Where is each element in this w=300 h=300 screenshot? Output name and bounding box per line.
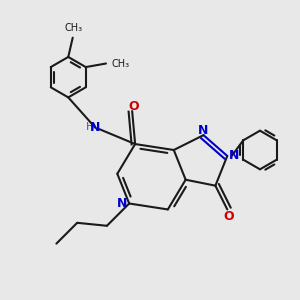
Text: CH₃: CH₃ [111,58,130,68]
Text: O: O [224,210,234,224]
Text: N: N [198,124,208,137]
Text: H: H [86,122,94,132]
Text: N: N [229,149,239,162]
Text: O: O [128,100,139,113]
Text: CH₃: CH₃ [64,23,83,34]
Text: N: N [90,121,101,134]
Text: N: N [117,197,127,210]
